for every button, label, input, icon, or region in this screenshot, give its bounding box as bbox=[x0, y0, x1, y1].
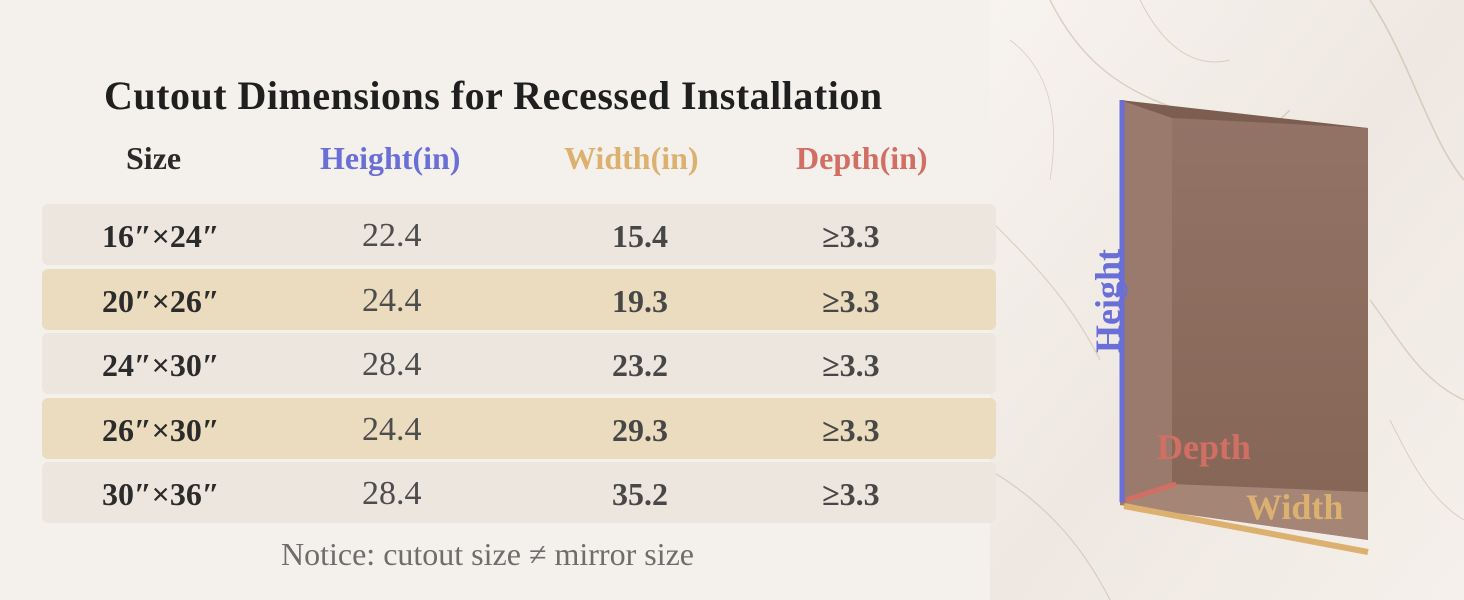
height-cell: 28.4 bbox=[362, 475, 422, 512]
niche bbox=[1120, 100, 1368, 540]
depth-cell: ≥3.3 bbox=[822, 347, 880, 383]
marble-niche-illustration bbox=[990, 0, 1464, 600]
width-cell: 15.4 bbox=[612, 218, 668, 254]
depth-marker bbox=[1125, 481, 1177, 503]
height-cell: 22.4 bbox=[362, 217, 422, 254]
table-row: 24″×30″ 28.4 23.2 ≥3.3 bbox=[42, 333, 996, 394]
table-row: 16″×24″ 22.4 15.4 ≥3.3 bbox=[42, 204, 996, 265]
dimensions-table: 16″×24″ 22.4 15.4 ≥3.3 20″×26″ 24.4 19.3… bbox=[42, 204, 996, 527]
table-row: 26″×30″ 24.4 29.3 ≥3.3 bbox=[42, 397, 996, 459]
table-row: 30″×36″ 28.4 35.2 ≥3.3 bbox=[42, 462, 996, 523]
width-cell: 23.2 bbox=[612, 347, 668, 383]
page-title: Cutout Dimensions for Recessed Installat… bbox=[104, 73, 883, 118]
size-cell: 16″×24″ bbox=[102, 218, 220, 254]
width-cell: 19.3 bbox=[612, 282, 668, 319]
column-header-size: Size bbox=[126, 140, 182, 176]
niche-back-wall bbox=[1172, 118, 1368, 492]
width-label: Width bbox=[1246, 487, 1344, 527]
table-row: 20″×26″ 24.4 19.3 ≥3.3 bbox=[42, 268, 996, 330]
depth-label: Depth bbox=[1157, 427, 1252, 467]
marble-veins bbox=[990, 0, 1464, 600]
column-header-depth: Depth(in) bbox=[796, 140, 928, 176]
size-cell: 30″×36″ bbox=[102, 476, 220, 512]
depth-cell: ≥3.3 bbox=[822, 282, 880, 319]
depth-cell: ≥3.3 bbox=[822, 411, 880, 448]
notice-text: Notice: cutout size ≠ mirror size bbox=[281, 536, 694, 572]
depth-cell: ≥3.3 bbox=[822, 476, 880, 512]
height-label: Height bbox=[1088, 249, 1128, 353]
depth-cell: ≥3.3 bbox=[822, 218, 880, 254]
niche-floor bbox=[1120, 484, 1368, 540]
size-cell: 24″×30″ bbox=[102, 347, 220, 383]
width-marker bbox=[1123, 503, 1369, 555]
height-cell: 28.4 bbox=[362, 346, 422, 383]
niche-side-wall bbox=[1120, 100, 1172, 505]
width-cell: 29.3 bbox=[612, 411, 668, 448]
size-cell: 26″×30″ bbox=[102, 411, 220, 448]
width-cell: 35.2 bbox=[612, 476, 668, 512]
column-header-width: Width(in) bbox=[564, 140, 699, 176]
column-header-height: Height(in) bbox=[320, 140, 461, 176]
size-cell: 20″×26″ bbox=[102, 282, 220, 319]
height-cell: 24.4 bbox=[362, 281, 422, 319]
height-cell: 24.4 bbox=[362, 410, 422, 448]
